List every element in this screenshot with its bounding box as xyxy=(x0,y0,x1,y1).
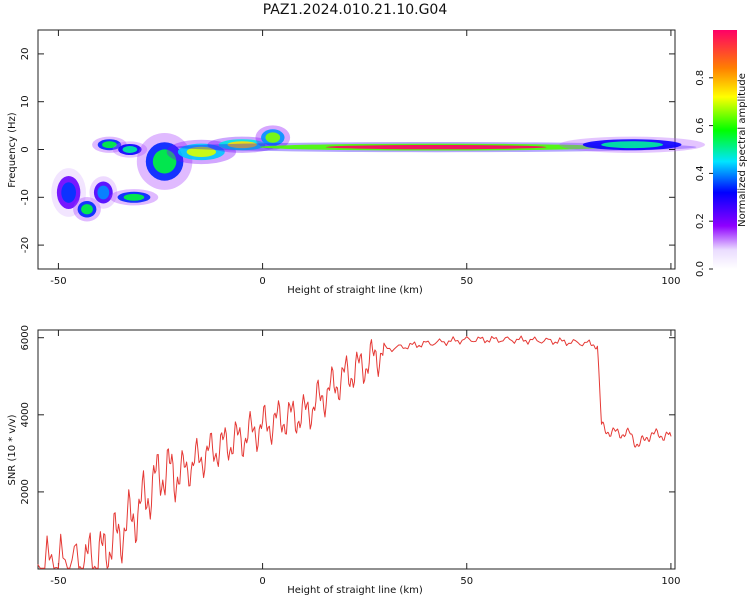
colorbar-tick-label: 0.2 xyxy=(695,213,706,229)
heatmap-x-axis-label: Height of straight line (km) xyxy=(287,285,423,296)
y-tick-label: 20 xyxy=(20,48,31,61)
heatmap-y-axis-label: Frequency (Hz) xyxy=(7,112,18,188)
heatmap-cell xyxy=(265,132,281,143)
y-tick-label: 2000 xyxy=(20,479,31,504)
colorbar-tick-label: 0.4 xyxy=(695,165,706,181)
snr-axes: -50 0 50 100 2000 4000 6000 xyxy=(20,325,680,587)
y-tick-label: 6000 xyxy=(20,325,31,350)
colorbar-tick-label: 0.6 xyxy=(695,118,706,134)
heatmap-cell xyxy=(123,193,145,201)
heatmap-cell xyxy=(102,141,117,149)
x-tick-label: 0 xyxy=(259,576,265,587)
colorbar-axis: 0.0 0.2 0.4 0.6 0.8 xyxy=(695,70,713,277)
x-tick-label: -50 xyxy=(50,576,66,587)
y-tick-label: 4000 xyxy=(20,402,31,427)
heatmap-cell xyxy=(601,141,663,149)
x-tick-label: -50 xyxy=(50,276,66,287)
x-tick-label: 100 xyxy=(661,276,680,287)
colorbar-tick-label: 0.0 xyxy=(695,261,706,277)
snr-series-line xyxy=(37,335,672,569)
heatmap-cell xyxy=(152,149,177,174)
heatmap-cell xyxy=(81,204,93,215)
y-tick-label: 10 xyxy=(20,95,31,108)
heatmap-cell xyxy=(325,144,547,150)
x-tick-label: 50 xyxy=(460,276,473,287)
heatmap-cell xyxy=(61,182,76,203)
heatmap-axes: -50 0 50 100 -20 -10 0 10 20 xyxy=(20,30,680,287)
colorbar-label: Normalized spectral amplitude xyxy=(737,73,748,227)
x-tick-label: 50 xyxy=(460,576,473,587)
x-tick-label: 100 xyxy=(661,576,680,587)
x-tick-label: 0 xyxy=(259,276,265,287)
y-tick-label: -20 xyxy=(20,237,31,253)
colorbar xyxy=(713,30,737,269)
snr-y-axis-label: SNR (10 * v/v) xyxy=(7,414,18,485)
colorbar-tick-label: 0.8 xyxy=(695,70,706,86)
heatmap-cell xyxy=(122,146,138,153)
snr-plot-area xyxy=(37,329,676,570)
heatmap-marks xyxy=(51,125,706,222)
heatmap-cell xyxy=(227,141,257,149)
chart-title: PAZ1.2024.010.21.10.G04 xyxy=(263,2,448,18)
y-tick-label: -10 xyxy=(20,189,31,205)
heatmap-cell xyxy=(186,146,217,158)
y-tick-label: 0 xyxy=(20,146,31,152)
heatmap-cell xyxy=(97,185,110,200)
snr-x-axis-label: Height of straight line (km) xyxy=(287,585,423,596)
